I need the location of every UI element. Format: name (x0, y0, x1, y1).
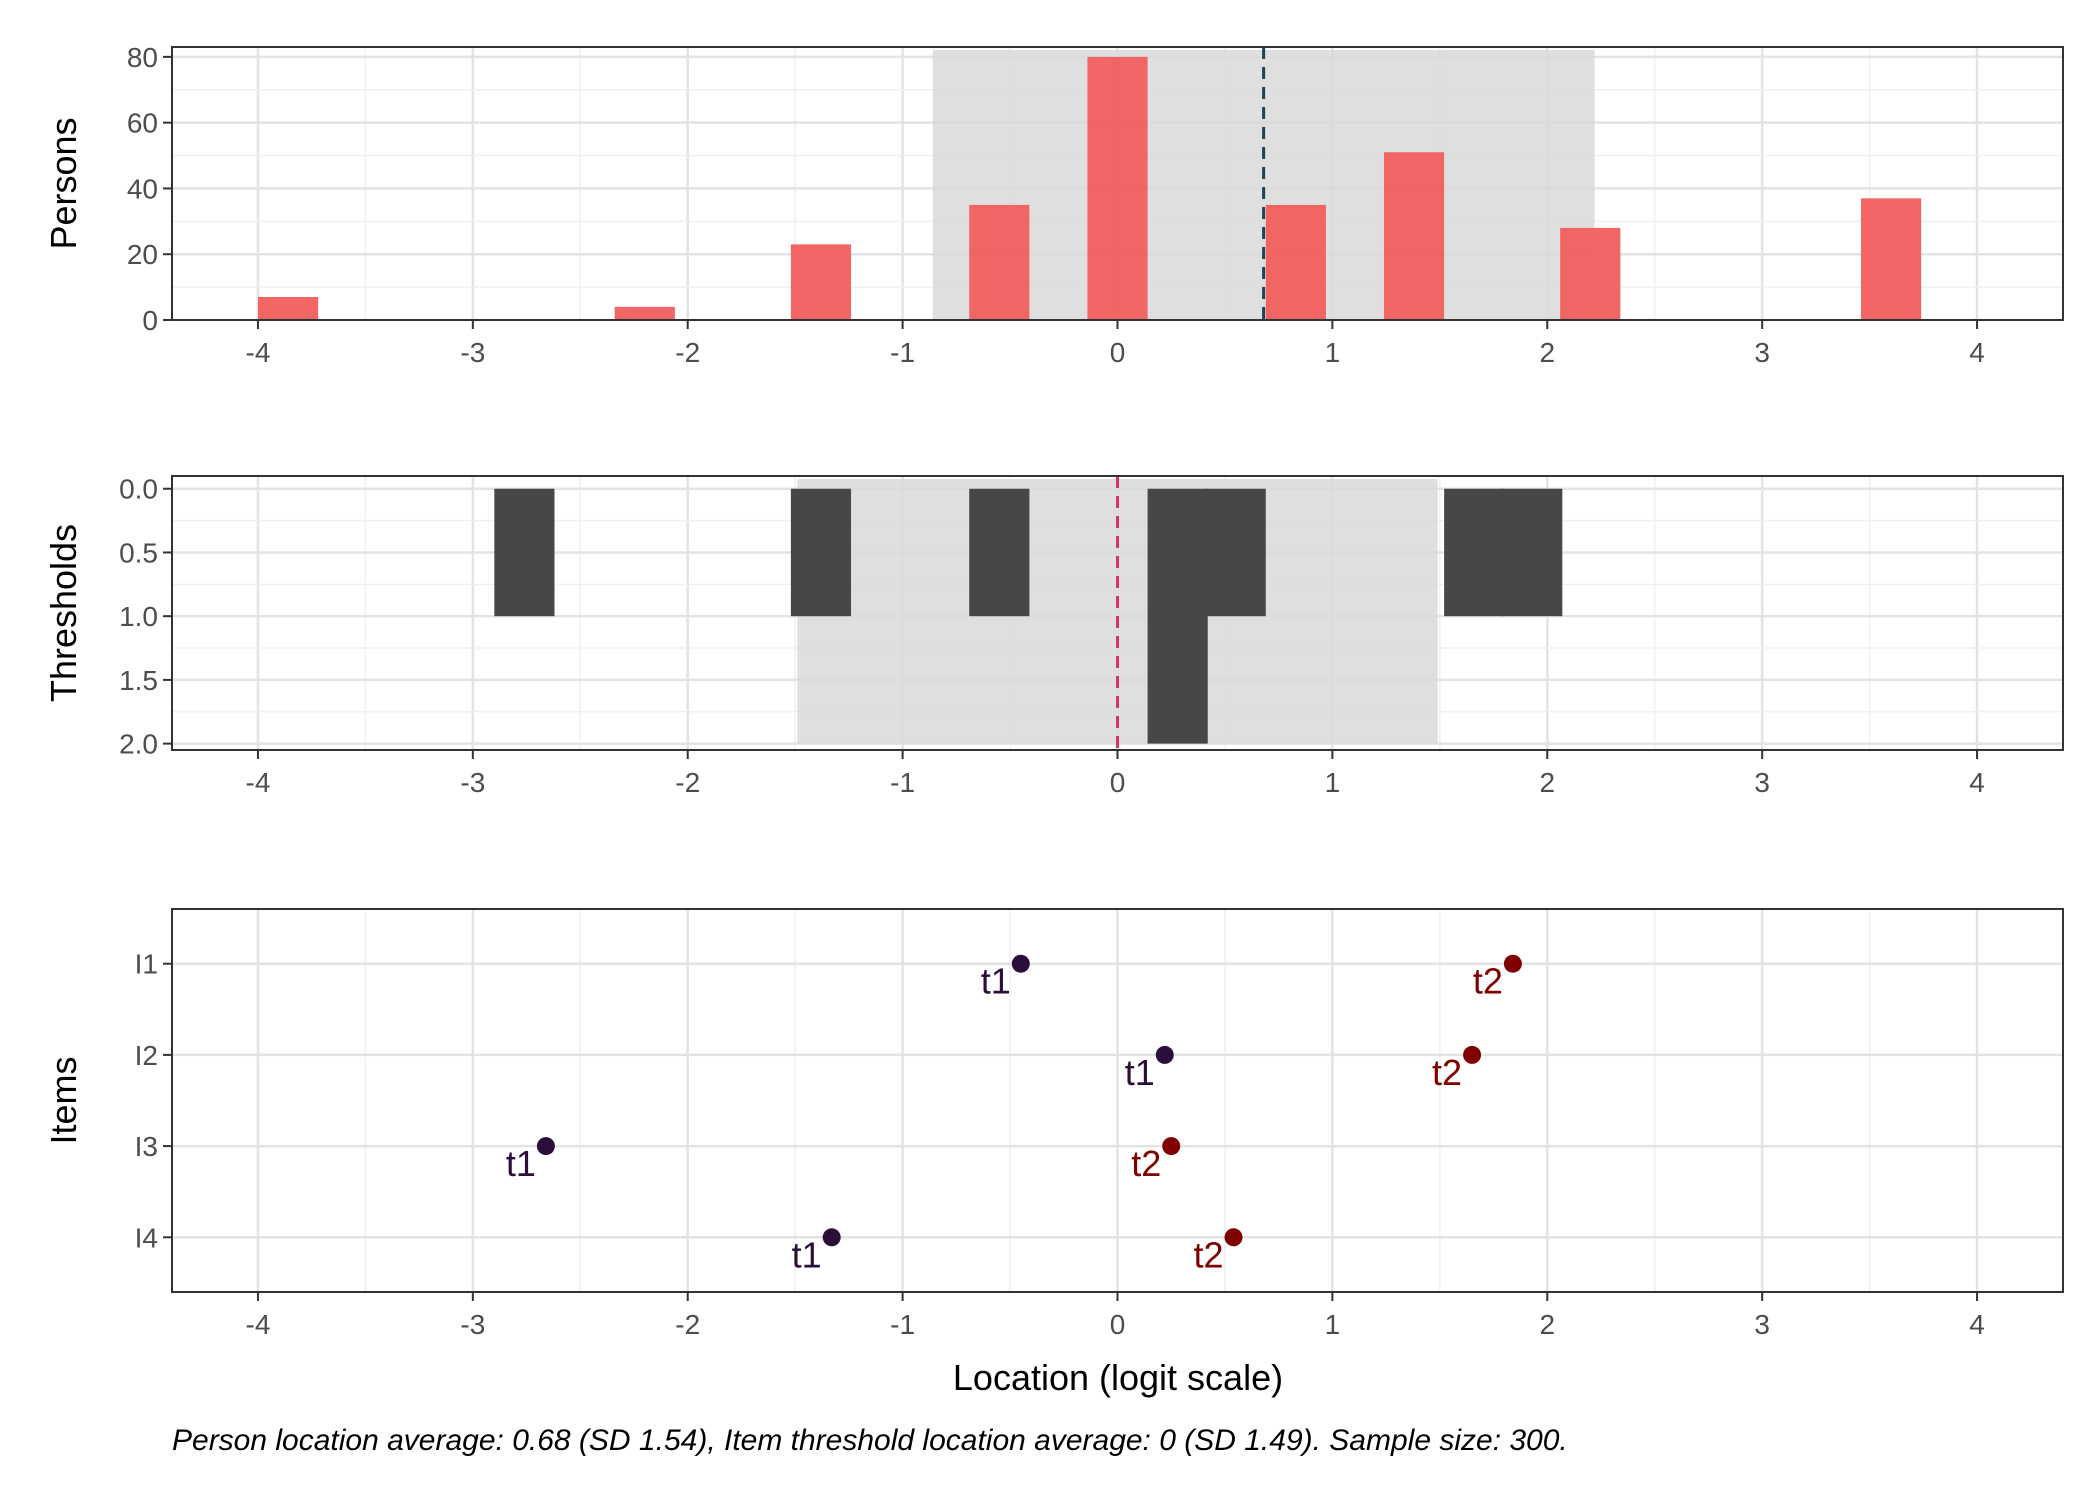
x-tick-label: 1 (1325, 337, 1341, 368)
histogram-bar (1861, 198, 1922, 320)
y-tick-label: 60 (127, 108, 158, 139)
histogram-bar (1265, 204, 1326, 320)
histogram-bar (1205, 488, 1266, 617)
thresholds-panel: -4 -3 -2 -1 0 1 2 3 4 0.0 0.5 1.0 1.5 2.0 Thresholds (43, 474, 2064, 798)
histogram-bar (1502, 488, 1563, 617)
x-tick-label: 2 (1539, 337, 1555, 368)
x-tick-label: 3 (1754, 767, 1770, 798)
y-tick-label: 1.5 (119, 665, 158, 696)
y-tick-label: 1.0 (119, 601, 158, 632)
threshold-point (1162, 1137, 1181, 1156)
x-tick-label: 4 (1969, 767, 1985, 798)
x-tick-label: -4 (246, 1309, 271, 1340)
histogram-bar (1383, 152, 1445, 320)
threshold-point (1224, 1228, 1243, 1247)
point-label: t1 (792, 1234, 822, 1275)
y-axis-title: Thresholds (43, 524, 84, 702)
x-tick-label: -4 (246, 767, 271, 798)
histogram-bar (790, 244, 852, 320)
point-label: t2 (1473, 961, 1503, 1002)
y-category-label: I3 (135, 1131, 158, 1162)
point-label: t1 (506, 1143, 536, 1184)
x-tick-label: 1 (1325, 767, 1341, 798)
x-tick-label: -3 (460, 767, 485, 798)
histogram-bar (969, 488, 1030, 617)
x-tick-label: 0 (1110, 337, 1126, 368)
x-tick-label: -1 (890, 1309, 915, 1340)
x-tick-label: -2 (675, 337, 700, 368)
x-tick-label: -3 (460, 1309, 485, 1340)
y-tick-label: 20 (127, 239, 158, 270)
items-panel: t1 t1 t1 t1 t2 t2 t2 t2 -4 -3 -2 -1 0 1 2 3 4 I1 I2 I3 I4 Ite… (43, 908, 2064, 1340)
histogram-bar (1560, 227, 1621, 320)
x-tick-label: -3 (460, 337, 485, 368)
y-tick-label: 0.5 (119, 537, 158, 568)
point-label: t1 (981, 961, 1011, 1002)
x-axis-title: Location (logit scale) (953, 1357, 1283, 1398)
x-tick-label: -1 (890, 337, 915, 368)
x-tick-label: 0 (1110, 1309, 1126, 1340)
y-category-label: I2 (135, 1040, 158, 1071)
histogram-bar (969, 204, 1030, 320)
threshold-point (1503, 954, 1522, 973)
x-tick-label: 3 (1754, 1309, 1770, 1340)
threshold-point (822, 1228, 841, 1247)
point-label: t2 (1131, 1143, 1161, 1184)
x-tick-label: 1 (1325, 1309, 1341, 1340)
threshold-point (1011, 954, 1030, 973)
x-tick-label: 4 (1969, 1309, 1985, 1340)
x-tick-label: -1 (890, 767, 915, 798)
threshold-point (536, 1137, 555, 1156)
x-tick-label: -2 (675, 1309, 700, 1340)
y-category-label: I4 (135, 1222, 158, 1253)
x-tick-label: 0 (1110, 767, 1126, 798)
x-tick-label: 3 (1754, 337, 1770, 368)
y-axis-title: Persons (43, 117, 84, 249)
histogram-bar (1147, 488, 1208, 744)
x-tick-label: 2 (1539, 1309, 1555, 1340)
threshold-point (1463, 1045, 1482, 1064)
y-tick-label: 80 (127, 42, 158, 73)
histogram-bar (614, 306, 675, 320)
threshold-point (1155, 1045, 1174, 1064)
histogram-bar (257, 296, 319, 320)
y-tick-label: 40 (127, 173, 158, 204)
y-tick-label: 0 (142, 305, 158, 336)
y-category-label: I1 (135, 949, 158, 980)
x-tick-label: 4 (1969, 337, 1985, 368)
point-label: t2 (1432, 1052, 1462, 1093)
histogram-bar (790, 488, 852, 617)
point-label: t2 (1194, 1234, 1224, 1275)
y-tick-label: 0.0 (119, 474, 158, 505)
x-tick-label: 2 (1539, 767, 1555, 798)
y-axis-title: Items (43, 1056, 84, 1144)
histogram-bar (1444, 488, 1505, 617)
histogram-bar (494, 488, 555, 617)
x-tick-label: -4 (246, 337, 271, 368)
point-label: t1 (1125, 1052, 1155, 1093)
histogram-bar (1087, 56, 1148, 321)
x-tick-label: -2 (675, 767, 700, 798)
figure-caption: Person location average: 0.68 (SD 1.54),… (172, 1424, 1568, 1457)
y-tick-label: 2.0 (119, 729, 158, 760)
